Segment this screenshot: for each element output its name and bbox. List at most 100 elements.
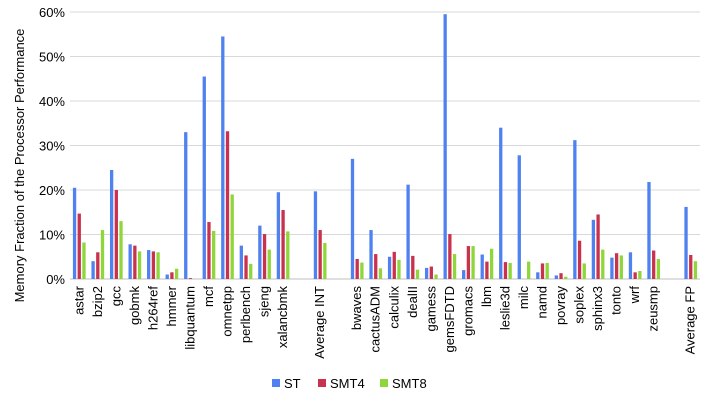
bar-smt4-leslie3d — [503, 262, 508, 279]
y-tick-label: 50% — [39, 50, 65, 65]
bar-smt4-cactusadm — [374, 254, 378, 279]
y-tick-label: 0% — [46, 272, 65, 287]
x-category-label: lbm — [479, 286, 494, 307]
bar-smt4-sjeng — [262, 234, 267, 279]
bar-st-gromacs — [462, 270, 466, 279]
bar-st-omnetpp — [221, 36, 225, 279]
bar-smt8-wrf — [638, 270, 642, 279]
x-category-label: wrf — [627, 286, 642, 305]
bar-smt8-lbm — [489, 248, 494, 279]
bar-smt8-gcc — [119, 221, 123, 279]
bar-smt4-omnetpp — [225, 131, 230, 279]
gridlines — [70, 11, 700, 280]
x-category-label: calculix — [386, 286, 401, 329]
bar-st-wrf — [628, 252, 633, 279]
bar-smt4-libquantum — [188, 278, 193, 279]
x-category-label: tonto — [609, 286, 624, 315]
bar-smt8-sjeng — [267, 249, 271, 279]
bar-smt8-h264ref — [156, 252, 160, 279]
legend-swatch-st — [272, 379, 280, 387]
bar-st-average-int — [313, 191, 318, 279]
bar-st-calculix — [387, 256, 392, 279]
bar-st-gamess — [424, 267, 429, 279]
x-category-label: libquantum — [182, 286, 197, 350]
x-category-label: Average FP — [683, 286, 698, 354]
x-category-label: soplex — [572, 286, 587, 324]
x-category-label: leslie3d — [497, 286, 512, 330]
bar-smt4-gamess — [429, 266, 433, 279]
bar-st-soplex — [573, 140, 577, 279]
bar-smt4-mcf — [207, 222, 211, 279]
bar-st-libquantum — [184, 132, 188, 279]
legend-swatch-smt4 — [318, 379, 326, 387]
x-category-label: mcf — [201, 286, 216, 307]
bar-smt4-dealii — [411, 255, 415, 279]
x-category-label: povray — [553, 286, 568, 326]
bar-smt8-gemsfdtd — [452, 254, 457, 279]
bar-st-zeusmp — [647, 181, 651, 279]
bar-smt8-leslie3d — [508, 262, 512, 279]
y-tick-label: 20% — [39, 183, 65, 198]
bar-smt8-povray — [564, 276, 568, 279]
bar-st-povray — [554, 275, 558, 279]
x-category-label: gobmk — [127, 286, 142, 326]
bar-smt4-perlbench — [244, 255, 248, 279]
bar-st-lbm — [480, 254, 484, 279]
bar-smt8-omnetpp — [230, 194, 234, 279]
bar-st-cactusadm — [369, 230, 373, 279]
bar-st-bzip2 — [91, 261, 95, 279]
y-tick-label: 40% — [39, 94, 65, 109]
bar-smt4-bwaves — [355, 258, 359, 279]
x-category-label: bzip2 — [90, 286, 105, 317]
bar-smt8-tonto — [619, 255, 623, 279]
legend: ST SMT4 SMT8 — [272, 376, 427, 391]
bar-smt4-astar — [77, 213, 81, 279]
bar-st-tonto — [610, 257, 614, 279]
y-tick-label: 30% — [39, 139, 65, 154]
bar-st-leslie3d — [499, 127, 503, 279]
x-category-label: gromacs — [460, 286, 475, 336]
y-axis-ticks: 0% 10% 20% 30% 40% 50% 60% — [39, 5, 65, 287]
x-category-label: cactusADM — [368, 286, 383, 352]
bar-smt8-milc — [527, 261, 531, 279]
bar-smt4-gobmk — [133, 245, 137, 279]
bar-smt4-lbm — [485, 261, 489, 279]
bar-st-xalancbmk — [276, 192, 281, 279]
bar-st-perlbench — [239, 245, 243, 279]
bar-smt8-perlbench — [249, 263, 253, 279]
x-category-label: hmmer — [164, 285, 179, 326]
bar-smt8-cactusadm — [378, 268, 383, 279]
bar-smt8-calculix — [397, 259, 401, 279]
y-axis-title: Memory Fraction of the Processor Perform… — [12, 29, 27, 303]
y-tick-label: 10% — [39, 228, 65, 243]
bar-smt4-tonto — [614, 253, 619, 279]
bar-st-astar — [72, 187, 77, 279]
bar-st-h264ref — [147, 250, 151, 279]
bar-smt8-zeusmp — [656, 258, 661, 279]
legend-label-smt8: SMT8 — [392, 376, 427, 391]
x-category-label: h264ref — [145, 286, 160, 330]
bar-smt8-soplex — [582, 263, 586, 279]
bar-smt4-bzip2 — [96, 252, 100, 279]
bar-st-gobmk — [128, 244, 132, 279]
bar-smt8-namd — [545, 262, 549, 279]
bar-st-gemsfdtd — [443, 14, 447, 279]
x-axis-labels: astar bzip2 gcc gobmk h264ref hmmer libquantum… — [71, 285, 697, 358]
x-category-label: omnetpp — [220, 286, 235, 337]
x-category-label: milc — [516, 286, 531, 310]
bar-st-mcf — [202, 76, 206, 280]
x-category-label: sphinx3 — [590, 286, 605, 331]
bar-smt8-xalancbmk — [286, 231, 290, 279]
bar-smt8-astar — [82, 242, 86, 279]
x-category-label: dealII — [405, 286, 420, 318]
bar-st-hmmer — [165, 274, 169, 279]
bar-st-namd — [536, 272, 540, 279]
legend-swatch-smt8 — [380, 379, 388, 387]
bar-smt8-dealii — [415, 269, 420, 279]
x-category-label: gemsFDTD — [442, 286, 457, 352]
x-category-label: namd — [535, 286, 550, 319]
bar-smt4-gromacs — [466, 246, 471, 279]
bar-smt4-average-fp — [689, 254, 693, 279]
